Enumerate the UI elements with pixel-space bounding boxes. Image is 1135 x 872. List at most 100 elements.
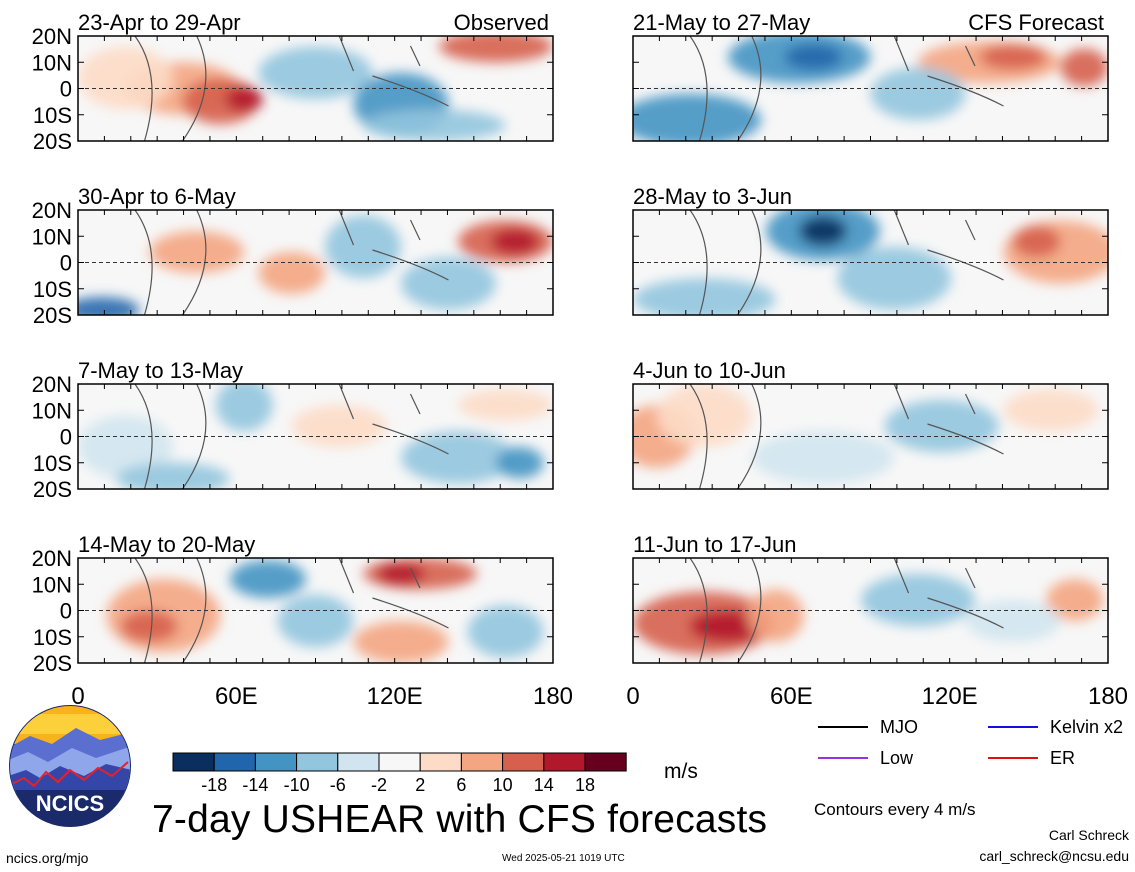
colorbar-cell <box>296 752 339 772</box>
anomaly-blob <box>325 215 401 279</box>
map-panel-8: 11-Jun to 17-Jun 0 60E 120E 180 <box>626 532 1128 710</box>
map-panels: 23-Apr to 29-Apr Observed20N10N010S20S30-… <box>32 10 1128 710</box>
panel-title: 30-Apr to 6-May <box>78 184 236 209</box>
anomaly-blob <box>747 589 804 642</box>
panel-label: Observed <box>454 10 549 35</box>
anomaly-blob <box>258 46 373 99</box>
y-tick-label: 10N <box>32 224 72 249</box>
anomaly-blob <box>149 231 245 273</box>
anomaly-blob <box>861 573 975 627</box>
anomaly-blob <box>353 621 449 663</box>
anomaly-blob <box>116 462 230 489</box>
colorbar-cell <box>543 752 586 772</box>
anomaly-blob <box>377 563 425 585</box>
anomaly-blob <box>363 109 506 141</box>
coastlines <box>134 384 449 489</box>
anomaly-blob <box>215 384 273 432</box>
y-tick-label: 20S <box>33 651 72 676</box>
ncics-logo: NCICS <box>9 705 131 827</box>
coastlines <box>134 558 449 663</box>
colorbar-cell <box>213 752 256 772</box>
colorbar-tick-label: -10 <box>284 775 310 795</box>
y-tick-label: 20S <box>33 129 72 154</box>
coastlines <box>689 384 1004 489</box>
anomaly-blob <box>1060 48 1108 87</box>
colorbar-cell <box>460 752 504 772</box>
colorbar-tick-label: 2 <box>415 775 425 795</box>
panel-title: 4-Jun to 10-Jun <box>633 358 786 383</box>
anomaly-blob <box>225 86 264 112</box>
x-tick-label: 120E <box>367 683 423 710</box>
logo-text: NCICS <box>36 791 104 816</box>
panel-title: 21-May to 27-May <box>633 10 810 35</box>
coastlines <box>134 36 449 141</box>
legend-label: Kelvin x2 <box>1050 717 1123 737</box>
y-tick-label: 20N <box>32 372 72 397</box>
coastlines <box>689 558 1004 663</box>
map-panel-5: 21-May to 27-May CFS Forecast <box>632 10 1109 142</box>
y-tick-label: 0 <box>60 251 72 276</box>
anomaly-blob <box>799 216 847 246</box>
site-url: ncics.org/mjo <box>6 850 89 866</box>
anomaly-blob <box>230 560 306 598</box>
shading-field <box>78 210 553 315</box>
colorbar-tick-label: 14 <box>534 775 554 795</box>
x-tick-label: 60E <box>215 683 258 710</box>
y-tick-label: 10S <box>33 277 72 302</box>
x-tick-label: 60E <box>770 683 813 710</box>
y-tick-label: 10N <box>32 50 72 75</box>
unit-label: m/s <box>664 760 698 783</box>
y-tick-label: 20N <box>32 546 72 571</box>
colorbar-cell <box>172 752 215 772</box>
anomaly-blob <box>78 297 140 315</box>
panel-title: 14-May to 20-May <box>78 532 255 557</box>
anomaly-blob <box>291 405 387 447</box>
anomaly-blob <box>751 431 895 484</box>
legend-label: ER <box>1050 748 1075 768</box>
map-panel-7: 4-Jun to 10-Jun <box>632 358 1109 490</box>
anomaly-blob <box>870 67 966 120</box>
contour-note: Contours every 4 m/s <box>814 800 976 819</box>
anomaly-blob <box>439 36 553 63</box>
timestamp: Wed 2025-05-21 1019 UTC <box>502 853 625 864</box>
anomaly-blob <box>979 44 1047 70</box>
anomaly-blob <box>1003 389 1099 432</box>
x-tick-label: 0 <box>626 683 639 710</box>
colorbar-cell <box>337 752 380 772</box>
map-panel-6: 28-May to 3-Jun <box>632 184 1109 316</box>
y-tick-label: 20N <box>32 198 72 223</box>
anomaly-blob <box>401 257 496 310</box>
colorbar-cell <box>254 752 298 772</box>
colorbar-tick-label: 18 <box>575 775 595 795</box>
panel-label: CFS Forecast <box>968 10 1104 35</box>
anomaly-blob <box>1013 225 1061 258</box>
panel-title: 28-May to 3-Jun <box>633 184 792 209</box>
y-tick-label: 10N <box>32 398 72 423</box>
colorbar-cell <box>584 752 627 772</box>
colorbar-cell <box>502 752 545 772</box>
anomaly-blob <box>884 399 999 453</box>
legend-label: MJO <box>880 717 918 737</box>
author-name: Carl Schreck <box>1048 827 1129 843</box>
author-email: carl_schreck@ncsu.edu <box>979 848 1129 864</box>
y-tick-label: 10S <box>33 625 72 650</box>
figure-title: 7-day USHEAR with CFS forecasts <box>152 798 768 841</box>
anomaly-blob <box>78 46 173 110</box>
anomaly-blob <box>78 415 173 479</box>
panel-title: 23-Apr to 29-Apr <box>78 10 241 35</box>
legend-label: Low <box>880 748 914 768</box>
x-tick-label: 180 <box>533 683 573 710</box>
colorbar-tick-label: -2 <box>371 775 387 795</box>
anomaly-blob <box>633 93 762 141</box>
colorbar: -18 -14 -10 -6 -2 2 6 10 14 18 <box>172 752 627 795</box>
anomaly-blob <box>467 605 544 658</box>
colorbar-tick-label: -6 <box>330 775 346 795</box>
anomaly-blob <box>965 600 1061 642</box>
y-tick-label: 20S <box>33 477 72 502</box>
anomaly-blob <box>277 594 354 648</box>
anomaly-blob <box>120 610 178 642</box>
shading-field <box>633 210 1108 315</box>
